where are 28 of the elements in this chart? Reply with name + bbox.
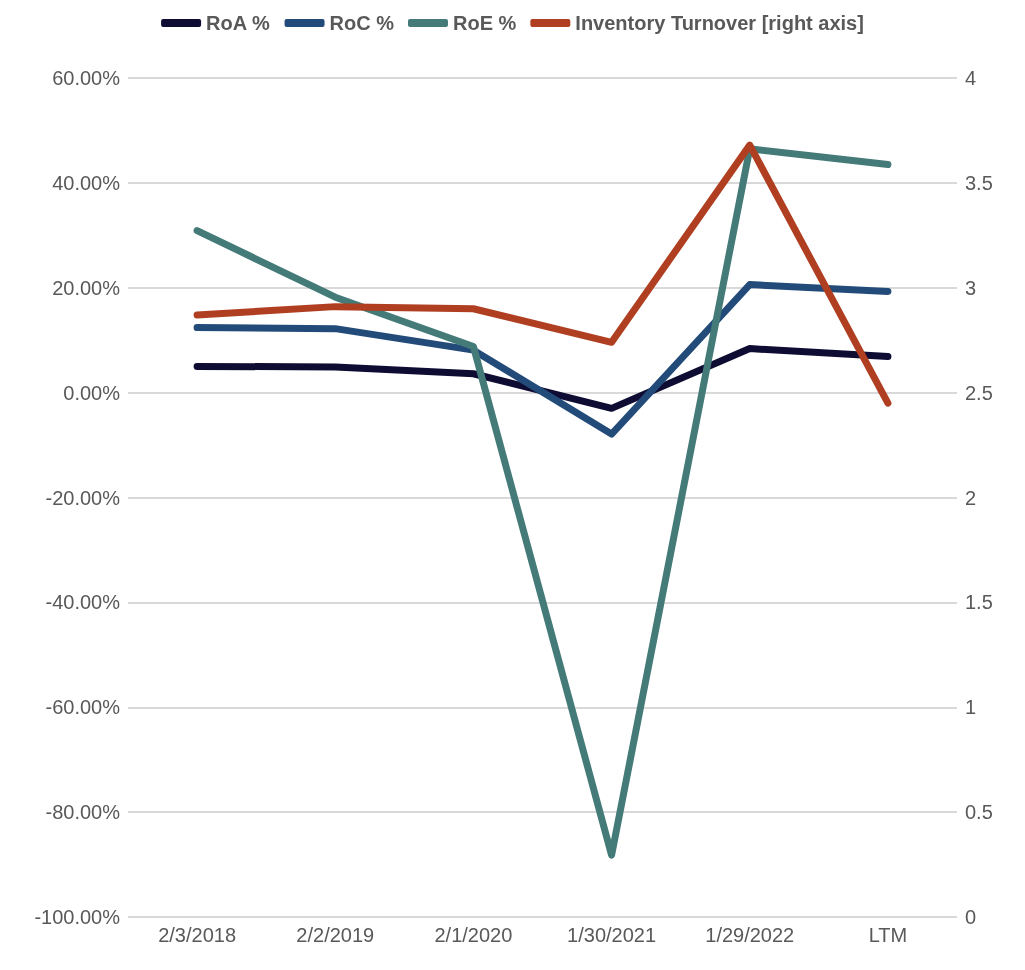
y-tick-label: 0.00% — [63, 381, 121, 404]
y2-tick-label: 2.5 — [965, 381, 993, 404]
legend-label: RoA % — [206, 12, 271, 34]
y-tick-label: 60.00% — [52, 67, 121, 89]
legend-label: RoC % — [329, 12, 395, 34]
y2-tick-label: 0.5 — [965, 801, 993, 824]
y-tick-label: -20.00% — [45, 486, 121, 509]
x-tick-label: 1/29/2022 — [705, 924, 795, 946]
y2-tick-label: 4 — [965, 67, 977, 89]
y2-tick-label: 1 — [965, 696, 977, 719]
y2-tick-label: 0 — [965, 906, 977, 928]
x-tick-label: 2/2/2019 — [296, 924, 375, 946]
legend-label: RoE % — [452, 12, 517, 34]
y2-tick-label: 1.5 — [965, 591, 993, 614]
y2-tick-label: 3.5 — [965, 171, 993, 194]
y-tick-label: -60.00% — [45, 696, 121, 719]
y2-tick-label: 2 — [965, 486, 977, 509]
x-tick-label: LTM — [868, 924, 908, 946]
y2-tick-label: 3 — [965, 276, 977, 299]
x-tick-label: 2/3/2018 — [158, 924, 237, 946]
y-tick-label: -40.00% — [45, 591, 121, 614]
x-tick-label: 1/30/2021 — [567, 924, 657, 946]
y-tick-label: -100.00% — [34, 906, 121, 928]
y-tick-label: 40.00% — [52, 171, 121, 194]
legend-label: Inventory Turnover [right axis] — [575, 12, 864, 34]
x-tick-label: 2/1/2020 — [434, 924, 513, 946]
y-tick-label: 20.00% — [52, 276, 121, 299]
y-tick-label: -80.00% — [45, 801, 121, 824]
